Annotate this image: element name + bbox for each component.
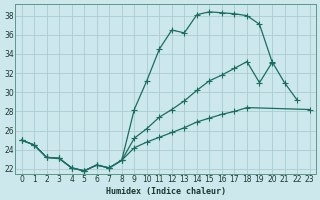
X-axis label: Humidex (Indice chaleur): Humidex (Indice chaleur) (106, 187, 226, 196)
